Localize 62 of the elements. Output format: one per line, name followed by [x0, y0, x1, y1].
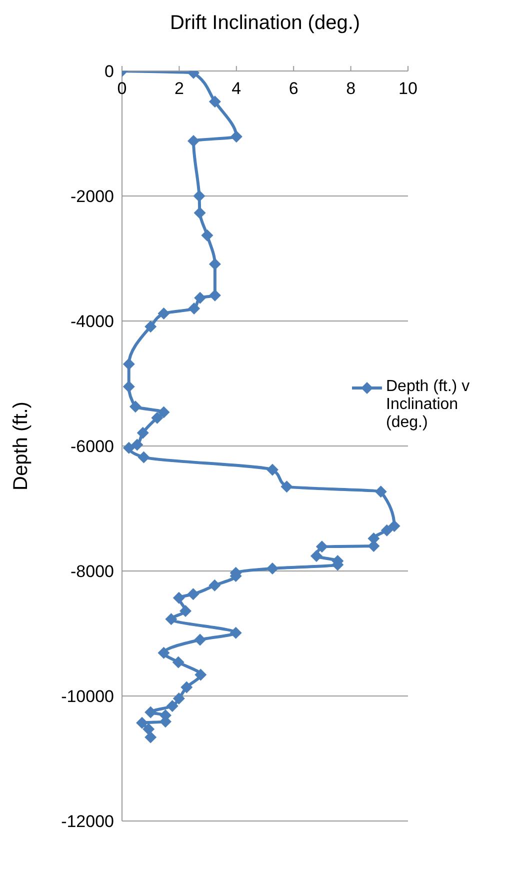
point: [380, 524, 393, 536]
point: [388, 520, 400, 532]
x-tick-label: 10: [398, 79, 418, 98]
point: [316, 540, 328, 553]
point: [138, 451, 150, 464]
point: [201, 229, 214, 242]
legend-label: Depth (ft.) v Inclination (deg.): [386, 378, 471, 432]
y-axis-title: Depth (ft.): [10, 402, 32, 490]
y-tick-label: -4000: [70, 312, 114, 332]
point: [172, 692, 185, 704]
y-tick-label: -8000: [70, 562, 114, 582]
point: [166, 700, 178, 712]
point: [131, 438, 144, 451]
point: [158, 406, 170, 418]
point: [180, 681, 193, 694]
point: [142, 723, 155, 736]
point: [208, 96, 221, 108]
y-tick-label: 0: [104, 62, 114, 82]
point: [188, 135, 200, 147]
y-tick-label: -2000: [70, 187, 114, 206]
x-tick-label: 2: [174, 79, 184, 98]
point: [136, 426, 149, 439]
point: [172, 592, 185, 604]
point: [194, 292, 206, 304]
point: [230, 626, 242, 639]
x-axis-title: Drift Inclination (deg.): [170, 12, 360, 34]
point: [280, 480, 293, 493]
point: [144, 731, 157, 744]
point: [208, 289, 221, 302]
x-tick-label: 8: [346, 79, 356, 98]
point: [158, 646, 170, 659]
x-tick-label: 4: [232, 79, 242, 98]
point: [179, 605, 192, 617]
point: [208, 579, 221, 592]
point: [266, 464, 278, 476]
point: [144, 320, 157, 333]
point: [310, 550, 322, 562]
point: [158, 308, 170, 320]
point: [165, 613, 178, 626]
point: [230, 130, 242, 143]
point: [151, 412, 164, 424]
point: [266, 562, 278, 574]
point: [374, 486, 387, 498]
point: [144, 706, 157, 718]
point: [122, 358, 135, 370]
point: [208, 258, 221, 270]
point: [122, 380, 135, 393]
y-tick-label: -10000: [61, 687, 114, 706]
point: [188, 302, 200, 314]
point: [193, 190, 206, 202]
point: [194, 634, 206, 646]
point: [129, 400, 142, 413]
point: [136, 716, 148, 729]
point: [187, 588, 200, 600]
point: [172, 656, 184, 668]
point: [194, 206, 206, 219]
x-tick-label: 6: [288, 79, 298, 98]
point: [122, 442, 135, 454]
point: [194, 668, 207, 681]
x-tick-label: 0: [117, 79, 127, 98]
y-tick-label: -6000: [70, 437, 114, 456]
y-tick-label: -12000: [61, 812, 114, 832]
